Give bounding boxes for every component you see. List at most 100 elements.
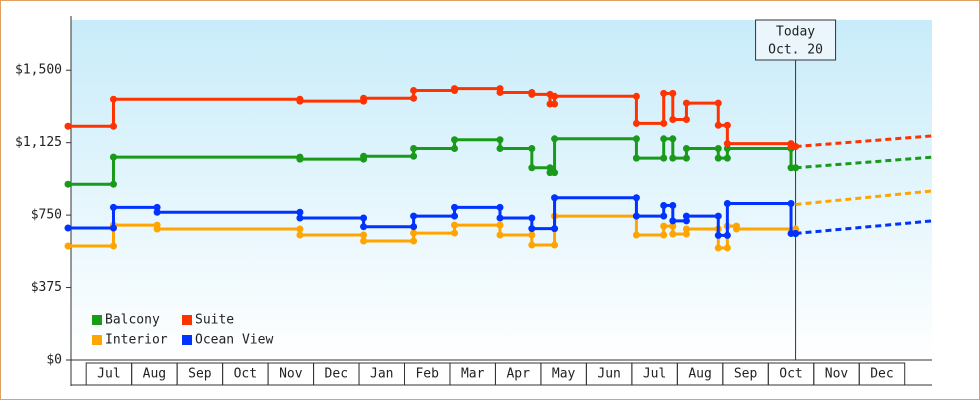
price-point bbox=[410, 229, 418, 237]
price-point bbox=[528, 214, 536, 222]
price-point bbox=[410, 237, 418, 245]
x-tick-label: Dec bbox=[870, 367, 893, 382]
price-point bbox=[723, 200, 731, 208]
price-point bbox=[714, 99, 722, 107]
price-point bbox=[410, 223, 418, 231]
price-point bbox=[296, 155, 304, 163]
y-tick-label: $750 bbox=[31, 208, 62, 223]
price-point bbox=[660, 212, 668, 220]
price-point bbox=[64, 242, 72, 250]
today-label: Oct. 20 bbox=[768, 43, 823, 58]
price-point bbox=[551, 241, 559, 249]
price-point bbox=[528, 231, 536, 239]
price-point bbox=[153, 203, 161, 211]
price-point bbox=[723, 144, 731, 152]
price-point bbox=[682, 217, 690, 225]
price-point bbox=[451, 212, 459, 220]
x-tick-label: Sep bbox=[188, 367, 212, 382]
price-point bbox=[296, 231, 304, 239]
price-point bbox=[660, 119, 668, 127]
price-point bbox=[792, 164, 800, 172]
legend-swatch bbox=[92, 335, 102, 345]
price-point bbox=[296, 214, 304, 222]
x-tick-label: Jul bbox=[97, 367, 120, 382]
forecast-line bbox=[795, 189, 933, 206]
x-tick-label: Dec bbox=[325, 367, 348, 382]
price-point bbox=[451, 144, 459, 152]
x-tick-label: Jun bbox=[597, 367, 620, 382]
price-point bbox=[632, 154, 640, 162]
price-point bbox=[714, 244, 722, 252]
price-point bbox=[451, 229, 459, 237]
price-point bbox=[714, 144, 722, 152]
price-point bbox=[732, 225, 740, 233]
price-point bbox=[551, 92, 559, 100]
price-point bbox=[714, 154, 722, 162]
price-point bbox=[109, 180, 117, 188]
price-point bbox=[682, 115, 690, 123]
price-point bbox=[632, 231, 640, 239]
price-point bbox=[546, 169, 554, 177]
legend-swatch bbox=[182, 335, 192, 345]
price-point bbox=[551, 225, 559, 233]
price-point bbox=[109, 203, 117, 211]
price-point bbox=[496, 88, 504, 96]
price-point bbox=[296, 225, 304, 233]
price-point bbox=[528, 225, 536, 233]
x-tick-label: Mar bbox=[461, 367, 485, 382]
price-point bbox=[528, 90, 536, 98]
price-point bbox=[64, 180, 72, 188]
price-point bbox=[360, 214, 368, 222]
price-point bbox=[723, 244, 731, 252]
x-tick-label: Feb bbox=[415, 367, 439, 382]
price-point bbox=[682, 144, 690, 152]
price-point bbox=[496, 144, 504, 152]
price-point bbox=[64, 122, 72, 130]
price-point bbox=[496, 136, 504, 144]
price-point bbox=[682, 99, 690, 107]
price-point bbox=[660, 201, 668, 209]
price-point bbox=[682, 154, 690, 162]
price-point bbox=[682, 230, 690, 238]
x-tick-label: Apr bbox=[506, 367, 530, 382]
price-point bbox=[546, 164, 554, 172]
price-point bbox=[296, 208, 304, 216]
price-point bbox=[632, 212, 640, 220]
legend-label: Ocean View bbox=[195, 333, 273, 348]
price-point bbox=[153, 208, 161, 216]
price-point bbox=[632, 119, 640, 127]
price-point bbox=[451, 136, 459, 144]
price-point bbox=[669, 89, 677, 97]
today-box bbox=[755, 19, 837, 61]
price-point bbox=[528, 241, 536, 249]
price-point bbox=[714, 121, 722, 129]
price-point bbox=[528, 144, 536, 152]
price-point bbox=[723, 154, 731, 162]
price-point bbox=[360, 94, 368, 102]
price-point bbox=[451, 221, 459, 229]
price-point bbox=[496, 221, 504, 229]
price-point bbox=[792, 143, 800, 151]
price-point bbox=[410, 152, 418, 160]
price-point bbox=[528, 164, 536, 172]
price-point bbox=[669, 230, 677, 238]
legend-label: Interior bbox=[105, 333, 168, 348]
price-point bbox=[660, 135, 668, 143]
forecast-line bbox=[795, 155, 933, 170]
x-tick-label: Oct bbox=[234, 367, 257, 382]
price-point bbox=[669, 201, 677, 209]
y-tick-label: $1,125 bbox=[15, 135, 62, 150]
x-tick-label: Nov bbox=[279, 367, 303, 382]
price-point bbox=[660, 222, 668, 230]
price-point bbox=[360, 237, 368, 245]
price-point bbox=[109, 242, 117, 250]
price-point bbox=[714, 212, 722, 220]
price-point bbox=[451, 203, 459, 211]
price-point bbox=[669, 217, 677, 225]
price-point bbox=[451, 85, 459, 93]
price-point bbox=[153, 225, 161, 233]
y-tick-label: $375 bbox=[31, 280, 62, 295]
price-point bbox=[360, 152, 368, 160]
x-tick-label: Aug bbox=[143, 367, 166, 382]
